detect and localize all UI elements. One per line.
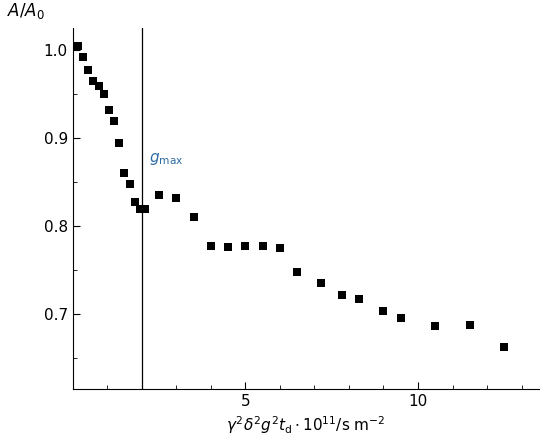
- Y-axis label: $A/A_0$: $A/A_0$: [7, 1, 45, 21]
- Text: $g_\mathrm{max}$: $g_\mathrm{max}$: [148, 152, 183, 168]
- X-axis label: $\gamma^2\delta^2g^2t_\mathrm{d}\cdot10^{11}$/s m$^{-2}$: $\gamma^2\delta^2g^2t_\mathrm{d}\cdot10^…: [226, 414, 386, 436]
